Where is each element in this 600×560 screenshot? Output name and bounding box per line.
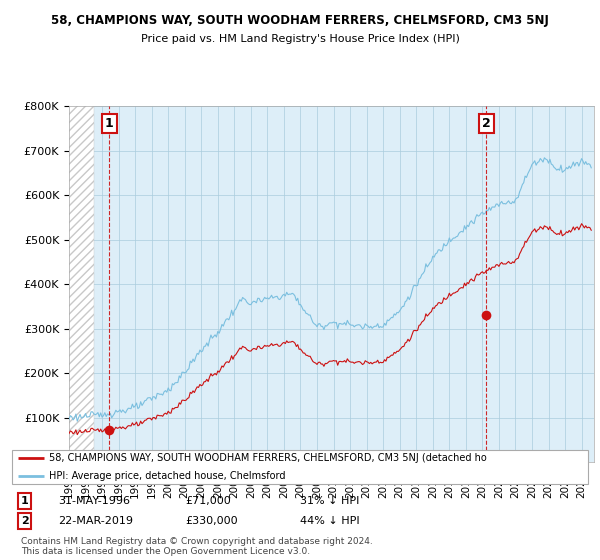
Text: 58, CHAMPIONS WAY, SOUTH WOODHAM FERRERS, CHELMSFORD, CM3 5NJ (detached ho: 58, CHAMPIONS WAY, SOUTH WOODHAM FERRERS…: [49, 454, 487, 463]
Text: 2: 2: [20, 516, 28, 526]
Text: 1: 1: [104, 117, 113, 130]
Text: £330,000: £330,000: [185, 516, 238, 526]
Text: 44% ↓ HPI: 44% ↓ HPI: [300, 516, 359, 526]
Text: 31-MAY-1996: 31-MAY-1996: [58, 496, 130, 506]
Text: Price paid vs. HM Land Registry's House Price Index (HPI): Price paid vs. HM Land Registry's House …: [140, 34, 460, 44]
Text: Contains HM Land Registry data © Crown copyright and database right 2024.
This d: Contains HM Land Registry data © Crown c…: [20, 537, 373, 557]
Text: 31% ↓ HPI: 31% ↓ HPI: [300, 496, 359, 506]
Text: 1: 1: [20, 496, 28, 506]
Text: £71,000: £71,000: [185, 496, 230, 506]
Bar: [69, 106, 94, 462]
Text: 58, CHAMPIONS WAY, SOUTH WOODHAM FERRERS, CHELMSFORD, CM3 5NJ: 58, CHAMPIONS WAY, SOUTH WOODHAM FERRERS…: [51, 14, 549, 27]
FancyBboxPatch shape: [12, 450, 588, 484]
Text: HPI: Average price, detached house, Chelmsford: HPI: Average price, detached house, Chel…: [49, 471, 286, 480]
Text: 2: 2: [482, 117, 490, 130]
Text: 22-MAR-2019: 22-MAR-2019: [58, 516, 133, 526]
